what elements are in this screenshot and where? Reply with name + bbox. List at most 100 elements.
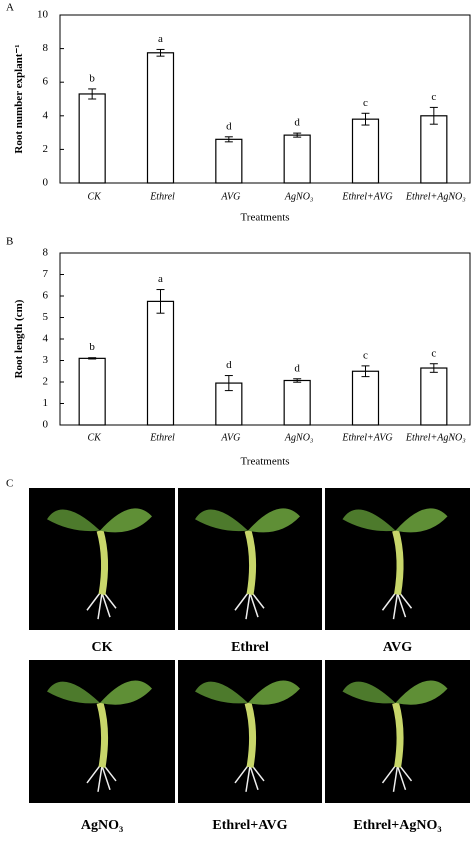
panel-label: C — [6, 478, 13, 490]
photo-caption: CK — [92, 640, 113, 655]
x-tick-label: AVG — [220, 432, 240, 443]
leaf — [195, 681, 248, 704]
y-axis-label: Root length (cm) — [13, 299, 25, 378]
y-tick-label: 7 — [43, 268, 49, 280]
root — [381, 762, 413, 792]
y-tick-label: 4 — [43, 333, 49, 345]
y-tick-label: 1 — [43, 397, 49, 409]
stem — [96, 529, 109, 596]
bar — [351, 370, 380, 426]
bar — [146, 52, 175, 184]
x-axis-label: Treatments — [240, 456, 289, 468]
root — [86, 762, 117, 792]
bar — [283, 379, 311, 426]
bar — [78, 357, 106, 426]
y-axis-label: Root number explant⁻¹ — [13, 44, 25, 153]
bar — [420, 115, 448, 184]
leaf — [195, 509, 248, 532]
significance-letter: b — [89, 72, 95, 84]
y-tick-label: 0 — [43, 419, 49, 431]
bar — [215, 138, 243, 184]
y-tick-label: 5 — [43, 311, 49, 323]
y-tick-label: 4 — [43, 109, 49, 121]
significance-letter: b — [89, 341, 95, 353]
error-bar — [88, 357, 97, 360]
x-tick-label: Ethrel — [149, 191, 175, 202]
x-tick-label: Ethrel+AVG — [341, 191, 392, 202]
x-tick-label: AgNO₃ — [284, 432, 314, 443]
stem — [244, 529, 257, 596]
y-tick-label: 8 — [43, 42, 49, 54]
error-bar — [429, 106, 438, 125]
significance-letter: a — [158, 33, 163, 45]
leaf — [248, 508, 300, 533]
bar — [283, 134, 311, 184]
error-bar — [361, 112, 370, 126]
x-tick-label: Ethrel — [149, 432, 175, 443]
x-tick-label: CK — [87, 432, 102, 443]
photo-caption: Ethrel+AVG — [212, 818, 287, 833]
y-tick-label: 6 — [43, 76, 49, 88]
leaf — [100, 680, 152, 705]
stem — [392, 701, 404, 768]
leaf — [342, 681, 396, 704]
leaf — [342, 509, 396, 532]
leaf — [248, 680, 300, 705]
bar — [420, 367, 448, 426]
x-tick-label: AgNO₃ — [284, 191, 314, 202]
x-axis-label: Treatments — [240, 212, 289, 224]
plot-frame — [59, 252, 471, 426]
stem — [244, 701, 257, 768]
root — [86, 589, 117, 620]
photo-caption: AVG — [383, 640, 412, 655]
root — [381, 589, 413, 620]
significance-letter: c — [431, 91, 436, 103]
significance-letter: c — [363, 97, 368, 109]
x-tick-label: Ethrel+AgNO₃ — [405, 432, 466, 443]
x-tick-label: CK — [87, 191, 102, 202]
stem — [392, 529, 404, 596]
bar — [146, 300, 175, 426]
photo-caption: Ethrel — [231, 640, 269, 655]
root — [234, 589, 265, 620]
error-bar — [293, 378, 302, 383]
leaf — [100, 508, 152, 533]
y-tick-label: 2 — [43, 376, 49, 388]
plot-frame — [59, 14, 471, 184]
stem — [96, 701, 109, 768]
y-tick-label: 3 — [43, 354, 49, 366]
photo-caption: AgNO₃ — [81, 818, 123, 833]
significance-letter: d — [294, 117, 300, 129]
significance-letter: a — [158, 273, 163, 285]
error-bar — [156, 48, 165, 57]
bar — [351, 118, 380, 184]
y-tick-label: 0 — [43, 177, 49, 189]
error-bar — [224, 375, 233, 392]
bar — [78, 93, 106, 184]
error-bar — [156, 289, 165, 314]
photo-panel — [29, 488, 470, 803]
significance-letter: c — [431, 347, 436, 359]
significance-letter: d — [226, 359, 232, 371]
significance-letter: d — [226, 120, 232, 132]
error-bar — [224, 136, 233, 143]
error-bar — [361, 365, 370, 378]
leaf — [47, 681, 100, 704]
significance-letter: d — [294, 362, 300, 374]
leaf — [395, 508, 448, 533]
error-bar — [293, 132, 302, 138]
photo-caption: Ethrel+AgNO₃ — [353, 818, 441, 833]
panel-label: A — [6, 2, 14, 14]
y-tick-label: 10 — [37, 9, 49, 21]
error-bar — [88, 88, 97, 100]
significance-letter: c — [363, 349, 368, 361]
error-bar — [429, 363, 438, 373]
x-tick-label: Ethrel+AVG — [341, 432, 392, 443]
y-tick-label: 2 — [43, 143, 49, 155]
y-tick-label: 6 — [43, 290, 49, 302]
leaf — [47, 509, 100, 532]
x-tick-label: Ethrel+AgNO₃ — [405, 191, 466, 202]
x-tick-label: AVG — [220, 191, 240, 202]
panel-label: B — [6, 236, 13, 248]
